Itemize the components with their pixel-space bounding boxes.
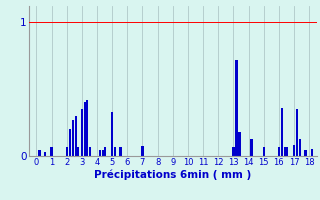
- Bar: [38, 150, 41, 156]
- Bar: [293, 145, 295, 156]
- Bar: [281, 108, 283, 156]
- Bar: [286, 147, 288, 156]
- Bar: [232, 147, 235, 156]
- Bar: [119, 147, 122, 156]
- Bar: [311, 149, 313, 156]
- Bar: [84, 102, 86, 156]
- Bar: [66, 147, 68, 156]
- Bar: [99, 150, 101, 156]
- Bar: [304, 150, 307, 156]
- Bar: [284, 147, 286, 156]
- Bar: [263, 147, 265, 156]
- Bar: [238, 132, 241, 156]
- Bar: [251, 139, 253, 156]
- Bar: [102, 150, 104, 156]
- Bar: [51, 147, 53, 156]
- Bar: [68, 129, 71, 156]
- Bar: [111, 112, 113, 156]
- Bar: [235, 60, 237, 156]
- Bar: [114, 147, 116, 156]
- X-axis label: Précipitations 6min ( mm ): Précipitations 6min ( mm ): [94, 170, 252, 180]
- Bar: [44, 152, 46, 156]
- Bar: [86, 100, 88, 156]
- Bar: [72, 120, 74, 156]
- Bar: [141, 146, 144, 156]
- Bar: [81, 109, 83, 156]
- Bar: [296, 109, 298, 156]
- Bar: [89, 147, 91, 156]
- Bar: [278, 147, 280, 156]
- Bar: [104, 147, 107, 156]
- Bar: [75, 116, 77, 156]
- Bar: [77, 147, 79, 156]
- Bar: [299, 139, 301, 156]
